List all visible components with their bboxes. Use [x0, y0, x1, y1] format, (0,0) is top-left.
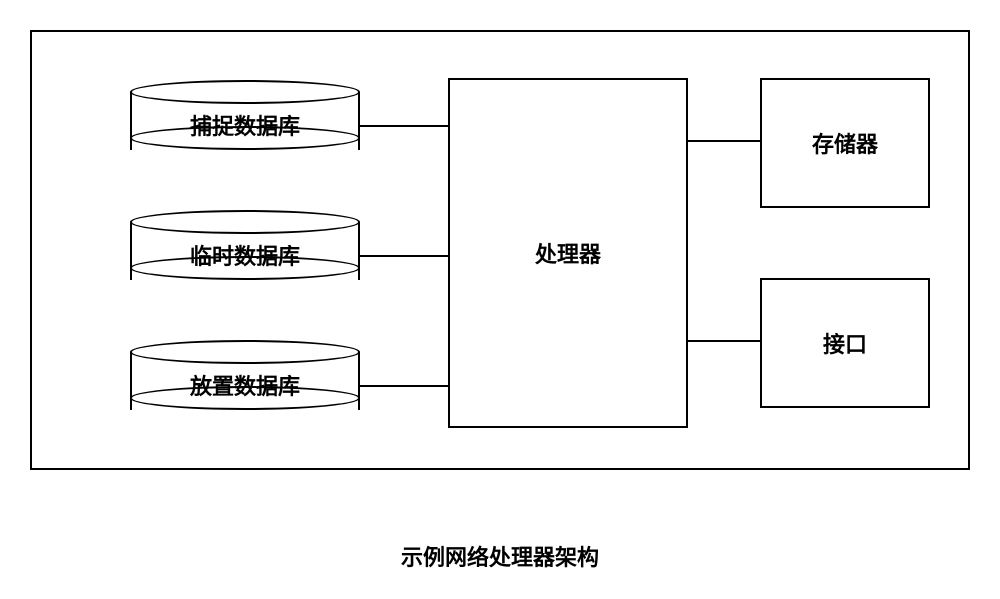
- db-place-cylinder: 放置数据库: [130, 340, 360, 422]
- interface-label: 接口: [823, 327, 867, 359]
- db-temp-label: 临时数据库: [130, 239, 360, 271]
- processor-label: 处理器: [535, 237, 601, 269]
- connector-processor-interface: [688, 340, 760, 342]
- db-capture-cylinder: 捕捉数据库: [130, 80, 360, 162]
- cylinder-top: [130, 210, 360, 234]
- diagram-caption: 示例网络处理器架构: [365, 540, 635, 572]
- connector-place-processor: [360, 385, 448, 387]
- processor-box: 处理器: [448, 78, 688, 428]
- db-place-label: 放置数据库: [130, 369, 360, 401]
- cylinder-top: [130, 80, 360, 104]
- connector-processor-memory: [688, 140, 760, 142]
- interface-box: 接口: [760, 278, 930, 408]
- memory-box: 存储器: [760, 78, 930, 208]
- memory-label: 存储器: [812, 127, 878, 159]
- cylinder-top: [130, 340, 360, 364]
- db-temp-cylinder: 临时数据库: [130, 210, 360, 292]
- connector-temp-processor: [360, 255, 448, 257]
- db-capture-label: 捕捉数据库: [130, 109, 360, 141]
- connector-capture-processor: [360, 125, 448, 127]
- diagram-canvas: 捕捉数据库 临时数据库 放置数据库 处理器 存储器 接口 示例网络处理器架构: [0, 0, 1000, 599]
